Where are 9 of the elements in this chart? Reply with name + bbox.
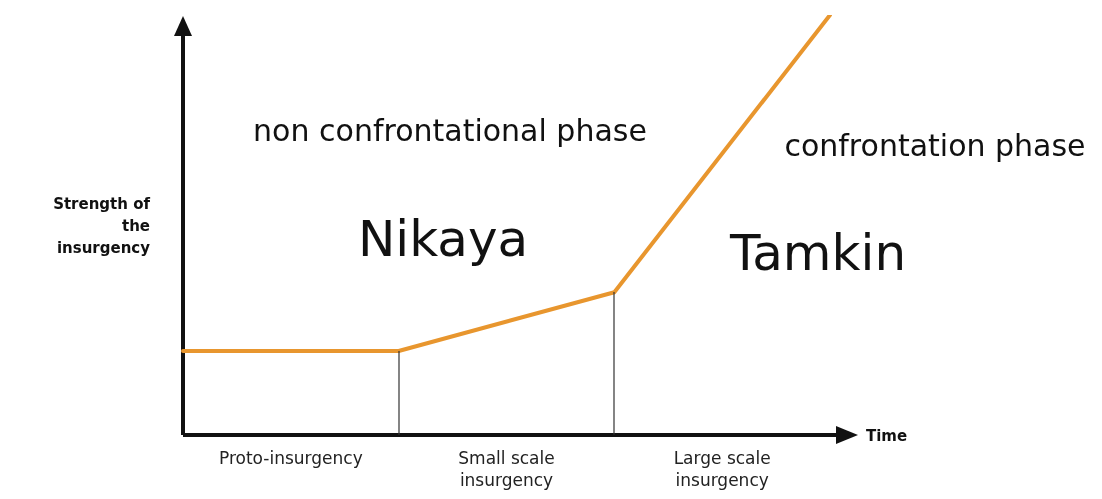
annotation: Tamkin bbox=[728, 223, 907, 282]
x-axis-title: Time bbox=[866, 426, 908, 445]
y-axis-title: Strength of the insurgency bbox=[53, 194, 151, 257]
annotation: Nikaya bbox=[357, 209, 529, 268]
text: Large scale insurgency bbox=[673, 447, 771, 490]
text: Proto-insurgency bbox=[218, 447, 363, 468]
annotation: non confrontational phase bbox=[253, 112, 647, 148]
text: Small scale insurgency bbox=[458, 447, 555, 490]
annotation: confrontation phase bbox=[784, 127, 1086, 163]
